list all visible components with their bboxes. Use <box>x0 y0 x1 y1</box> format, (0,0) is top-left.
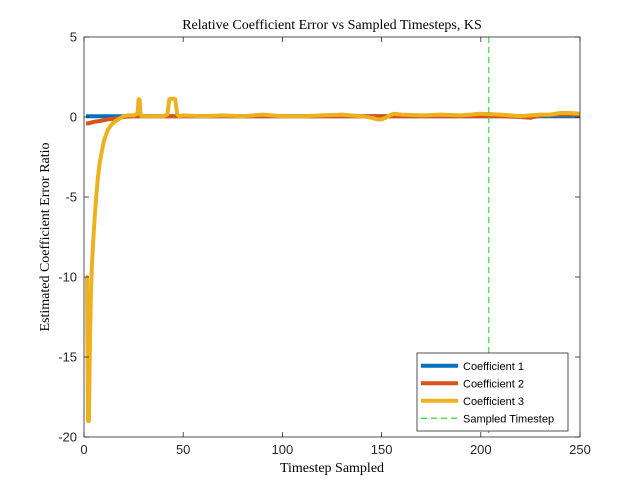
x-tick-label: 200 <box>470 442 492 457</box>
series-line-3 <box>84 96 581 423</box>
y-tick-label: 0 <box>70 110 77 125</box>
y-tick-label: -5 <box>65 190 77 205</box>
x-tick-label: 0 <box>80 442 87 457</box>
y-tick-label: -20 <box>58 430 77 445</box>
legend-label: Coefficient 3 <box>463 396 524 408</box>
x-axis-label: Timestep Sampled <box>280 461 384 476</box>
y-tick-label: -10 <box>58 270 77 285</box>
legend-label: Coefficient 2 <box>463 378 524 390</box>
x-tick-label: 150 <box>371 442 393 457</box>
y-axis-label: Estimated Coefficient Error Ratio <box>38 142 53 331</box>
legend-label: Sampled Timestep <box>463 413 554 425</box>
x-tick-label: 250 <box>569 442 591 457</box>
y-tick-label: 5 <box>70 30 77 45</box>
series-layer <box>84 96 581 423</box>
y-tick-label: -15 <box>58 350 77 365</box>
legend-label: Coefficient 1 <box>463 361 524 373</box>
x-tick-label: 100 <box>272 442 294 457</box>
plot-border <box>83 36 581 438</box>
x-tick-label: 50 <box>176 442 190 457</box>
legend: Coefficient 1 Coefficient 2 Coefficient 3 S… <box>416 352 569 432</box>
chart-title: Relative Coefficient Error vs Sampled Ti… <box>182 18 482 33</box>
